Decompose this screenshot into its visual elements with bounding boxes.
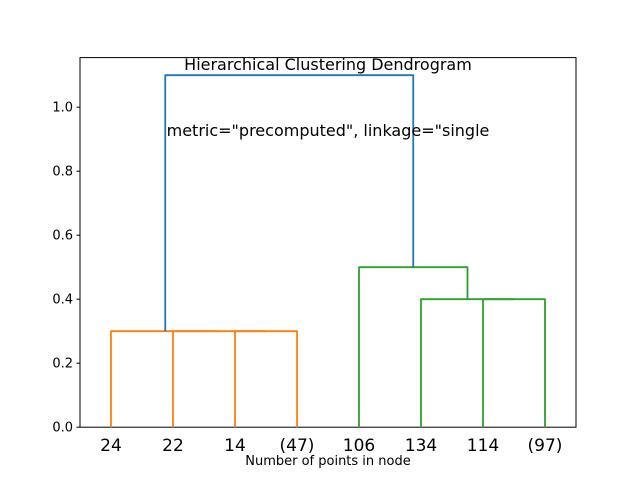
- y-tick-label: 0.4: [52, 293, 73, 308]
- leaf-label: (97): [528, 436, 563, 456]
- leaf-label: 106: [343, 436, 375, 456]
- chart-title-line2: metric="precomputed", linkage="single: [166, 121, 490, 140]
- leaf-label: 22: [162, 436, 184, 456]
- y-tick-label: 0.8: [52, 165, 73, 180]
- x-axis-label: Number of points in node: [245, 454, 411, 469]
- dendrogram-link-orange: [110, 330, 220, 428]
- chart-title: Hierarchical Clustering Dendrogram metri…: [80, 10, 576, 186]
- leaf-label: 134: [405, 436, 437, 456]
- leaf-label: 114: [467, 436, 499, 456]
- y-tick-label: 0.6: [52, 229, 73, 244]
- dendrogram-link-green: [420, 298, 514, 428]
- dendrogram-link-orange: [172, 330, 266, 428]
- dendrogram-link-green: [358, 266, 469, 428]
- dendrogram-link-root: [164, 74, 415, 332]
- dendrogram-link-green: [482, 298, 546, 428]
- y-tick-label: 1.0: [52, 101, 73, 116]
- y-tick-label: 0.0: [52, 421, 73, 436]
- leaf-label: 14: [224, 436, 246, 456]
- leaf-label: (47): [280, 436, 315, 456]
- axes-frame: [79, 57, 577, 428]
- dendrogram-link-orange: [234, 330, 298, 428]
- y-tick-label: 0.2: [52, 357, 73, 372]
- chart-title-line1: Hierarchical Clustering Dendrogram: [184, 55, 472, 74]
- leaf-label: 24: [100, 436, 122, 456]
